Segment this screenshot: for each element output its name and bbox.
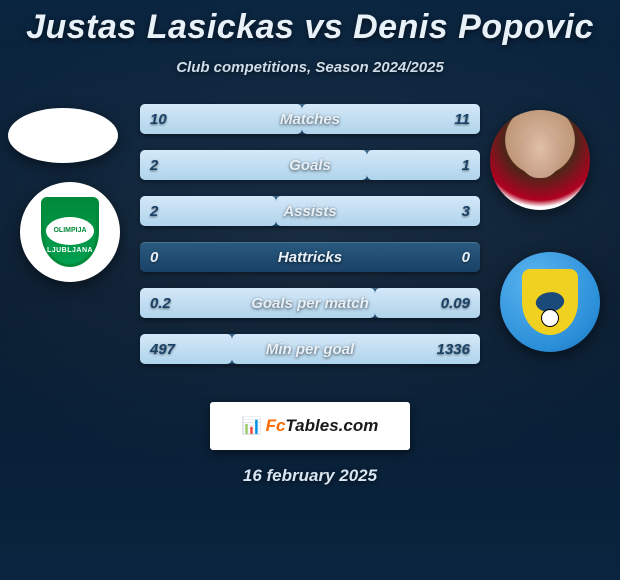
stat-value-right: 0	[462, 249, 470, 266]
stat-value-right: 3	[462, 203, 470, 220]
stat-label: Hattricks	[278, 249, 342, 266]
stat-value-left: 2	[150, 203, 158, 220]
stat-row: 0.2 0.09 Goals per match	[140, 288, 480, 318]
stat-value-left: 2	[150, 157, 158, 174]
subtitle: Club competitions, Season 2024/2025	[0, 59, 620, 76]
stat-value-right: 1336	[437, 341, 470, 358]
stat-fill-left	[140, 150, 367, 180]
club-left-logo: OLIMPIJA LJUBLJANA	[20, 182, 120, 282]
club-left-crest-text: OLIMPIJA	[46, 217, 94, 245]
page-title: Justas Lasickas vs Denis Popovic	[0, 8, 620, 47]
player-left-avatar	[8, 108, 118, 163]
stat-label: Goals	[289, 157, 331, 174]
brand-prefix: Fc	[266, 416, 286, 435]
stat-value-left: 0	[150, 249, 158, 266]
club-left-crest-sub: LJUBLJANA	[47, 247, 93, 254]
stat-row: 2 1 Goals	[140, 150, 480, 180]
stat-rows: 10 11 Matches 2 1 Goals 2 3 Assists 0 0 Hattricks 0.…	[140, 104, 480, 380]
brand-icon: 📊	[242, 416, 262, 436]
stat-value-left: 10	[150, 111, 167, 128]
stat-value-left: 0.2	[150, 295, 171, 312]
stat-row: 0 0 Hattricks	[140, 242, 480, 272]
stat-value-right: 11	[454, 111, 470, 128]
stat-value-left: 497	[150, 341, 175, 358]
stat-label: Matches	[280, 111, 340, 128]
stat-row: 2 3 Assists	[140, 196, 480, 226]
player-right-avatar	[490, 110, 590, 210]
stat-fill-left	[140, 196, 276, 226]
stat-row: 497 1336 Min per goal	[140, 334, 480, 364]
stat-row: 10 11 Matches	[140, 104, 480, 134]
brand-text: FcTables.com	[266, 416, 379, 436]
stat-label: Min per goal	[266, 341, 354, 358]
brand-box: 📊 FcTables.com	[210, 402, 410, 450]
stat-value-right: 1	[462, 157, 470, 174]
stat-label: Goals per match	[251, 295, 369, 312]
stat-label: Assists	[283, 203, 336, 220]
brand-suffix: Tables.com	[285, 416, 378, 435]
club-right-logo	[500, 252, 600, 352]
stat-value-right: 0.09	[441, 295, 470, 312]
date-label: 16 february 2025	[0, 466, 620, 486]
comparison-area: OLIMPIJA LJUBLJANA 10 11 Matches 2 1 Goals 2 3 A…	[0, 104, 620, 384]
